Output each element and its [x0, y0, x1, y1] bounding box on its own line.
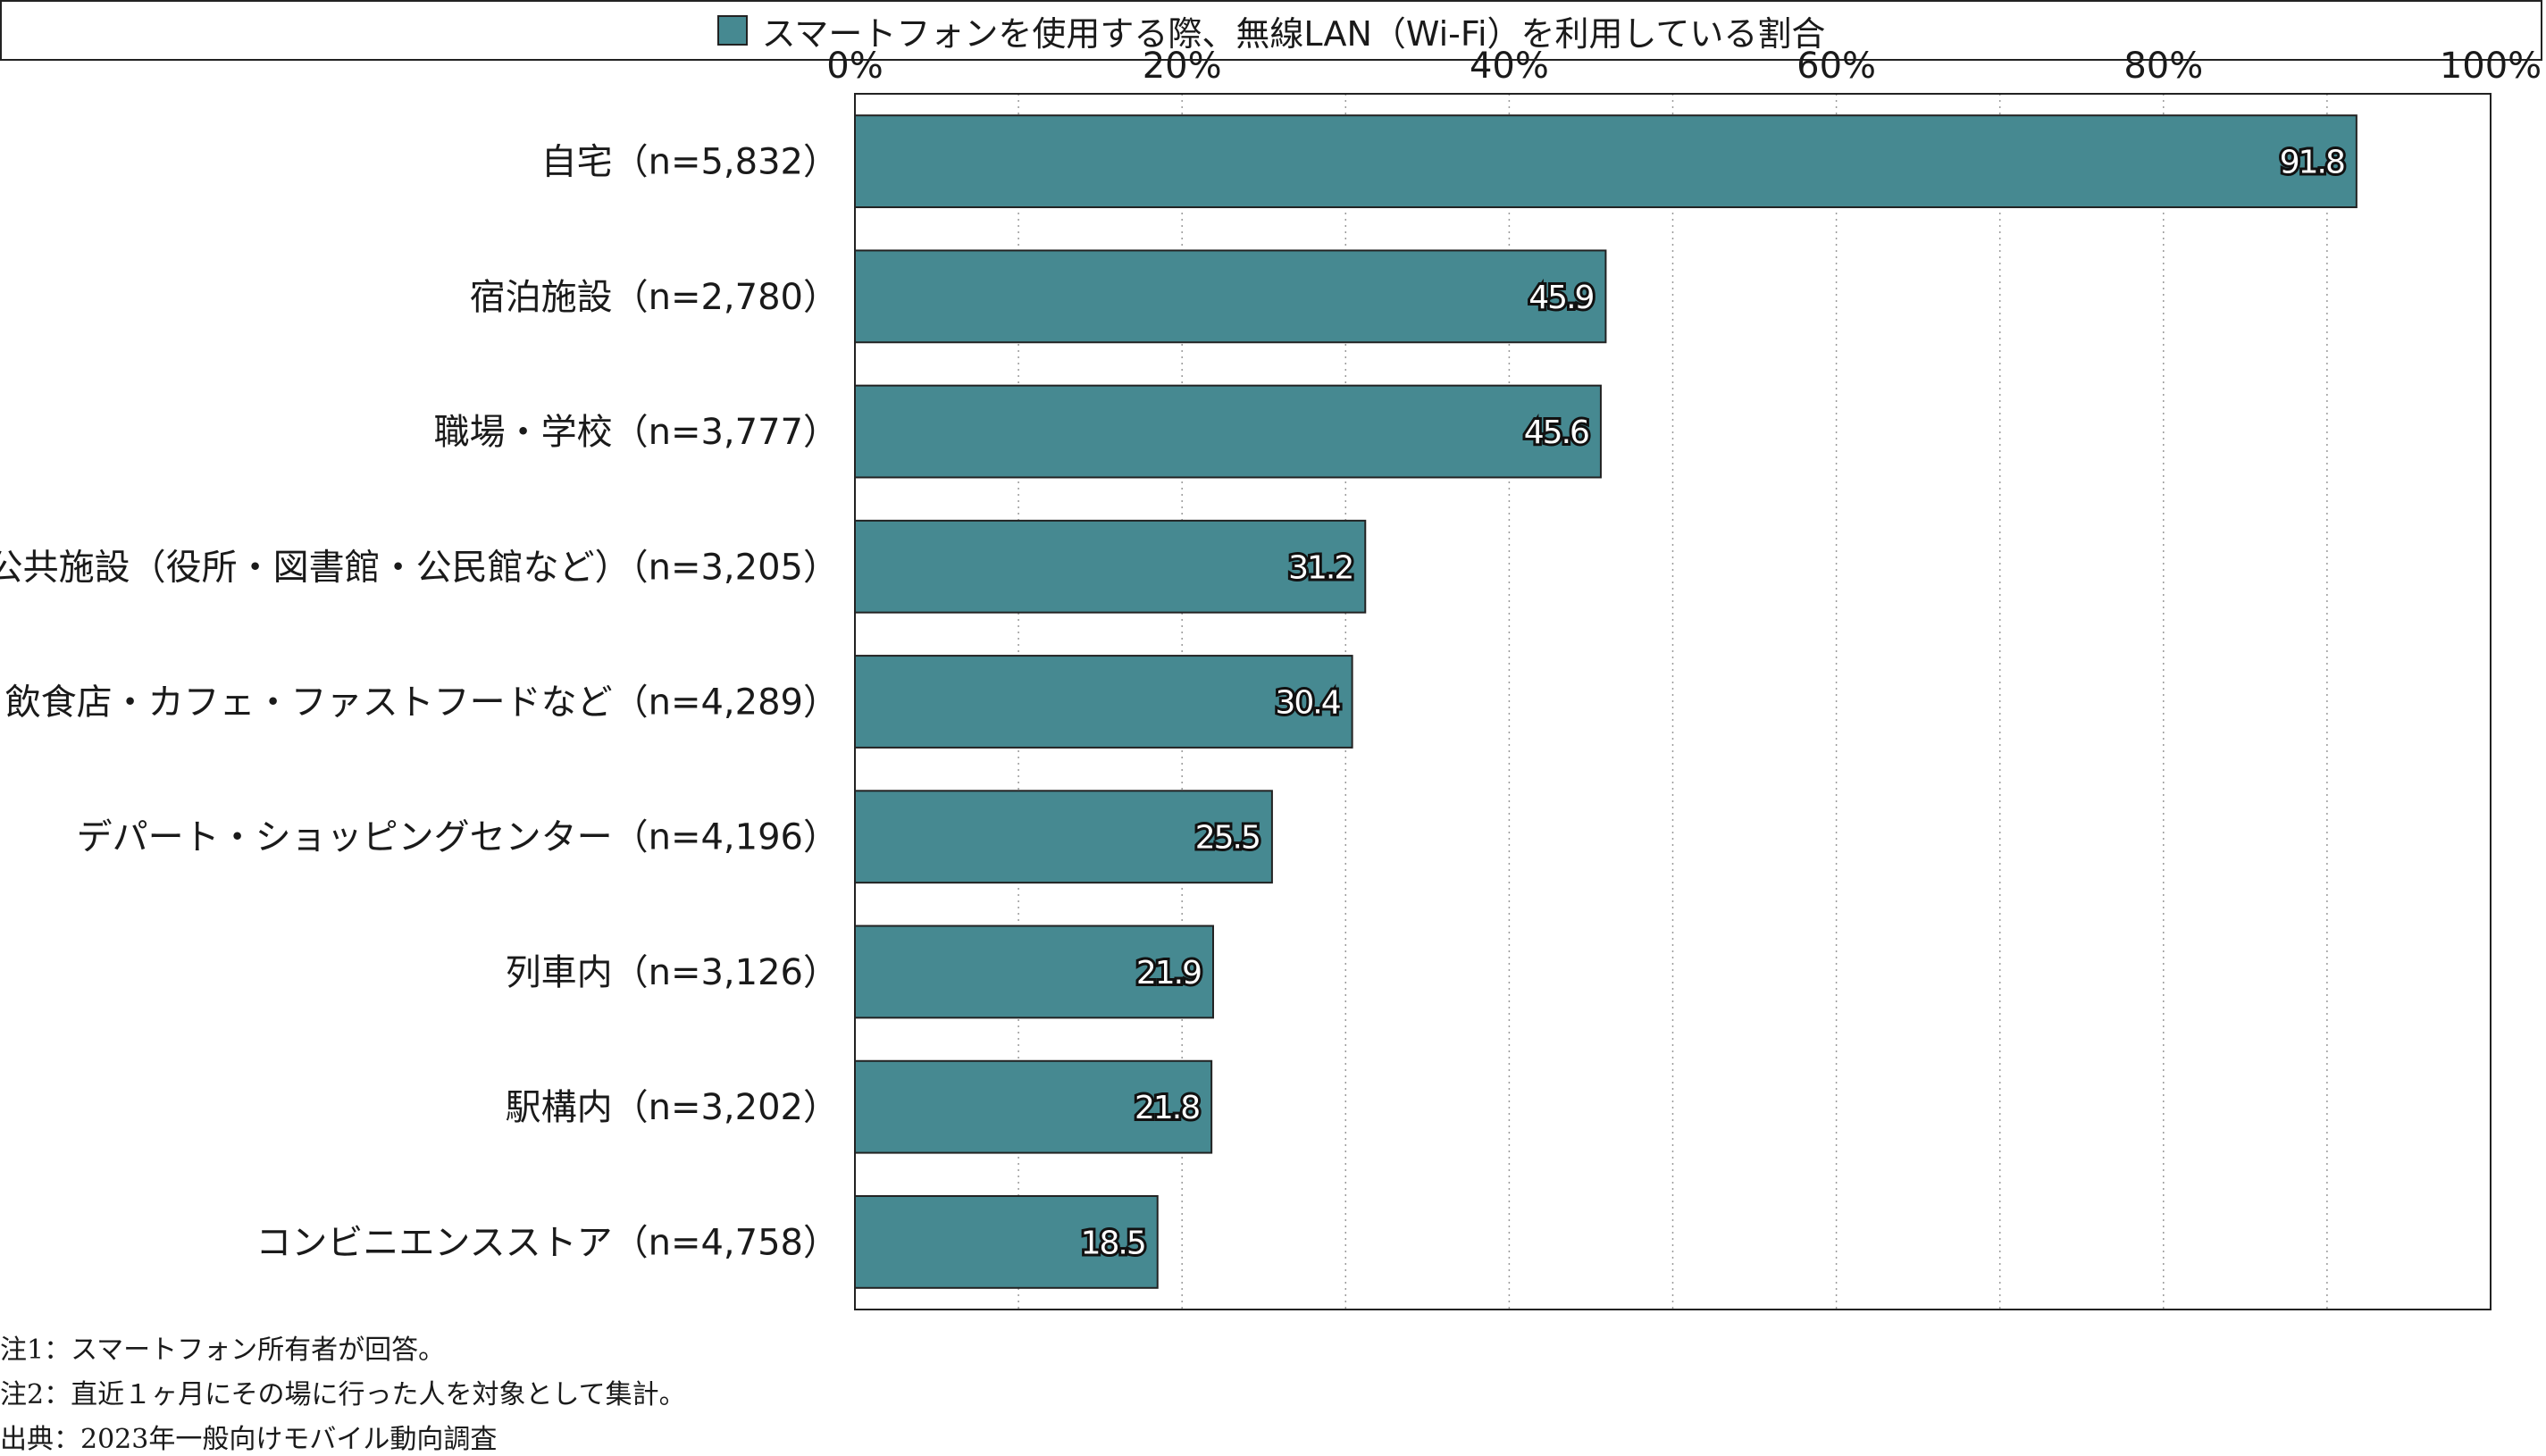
source-note: 出典：2023年一般向けモバイル動向調査: [0, 1424, 498, 1455]
legend-swatch: [716, 15, 748, 46]
x-tick-label: 100%: [2440, 46, 2542, 87]
bar: [854, 384, 1602, 479]
bar-value-label: 45.9: [1528, 280, 1593, 316]
bar: [854, 925, 1214, 1019]
category-label: 職場・学校（n=3,777）: [434, 412, 839, 453]
bar-value-label: 30.4: [1275, 685, 1339, 722]
bar: [854, 519, 1367, 614]
bar: [854, 1194, 1159, 1289]
category-label: コンビニエンスストア（n=4,758）: [255, 1222, 839, 1263]
bar-value-label: 18.5: [1081, 1225, 1145, 1261]
bar: [854, 655, 1353, 749]
x-tick-label: 60%: [1796, 46, 1876, 87]
note-1: 注1：スマートフォン所有者が回答。: [0, 1335, 446, 1366]
bar-value-label: 31.2: [1288, 549, 1353, 586]
category-label: 駅構内（n=3,202）: [506, 1087, 839, 1128]
category-label: 宿泊施設（n=2,780）: [470, 277, 839, 318]
bar: [854, 114, 2358, 209]
bar-value-label: 45.6: [1524, 414, 1588, 451]
note-2: 注2：直近１ヶ月にその場に行った人を対象として集計。: [0, 1379, 686, 1410]
category-label: 飲食店・カフェ・ファストフードなど（n=4,289）: [5, 682, 839, 724]
legend-label: スマートフォンを使用する際、無線LAN（Wi-Fi）を利用している割合: [761, 13, 1826, 54]
category-label: 自宅（n=5,832）: [541, 142, 839, 183]
bar-value-label: 25.5: [1195, 820, 1260, 857]
category-label: 列車内（n=3,126）: [506, 952, 839, 993]
bar-value-label: 21.9: [1136, 955, 1201, 992]
bar: [854, 790, 1273, 884]
chart-legend: スマートフォンを使用する際、無線LAN（Wi-Fi）を利用している割合: [0, 0, 2542, 61]
x-tick-label: 40%: [1470, 46, 1549, 87]
bar: [854, 1059, 1213, 1154]
category-label: デパート・ショッピングセンター（n=4,196）: [77, 817, 839, 858]
bar-value-label: 91.8: [2280, 145, 2344, 181]
x-tick-label: 80%: [2123, 46, 2203, 87]
x-tick-label: 20%: [1143, 46, 1222, 87]
category-label: 公共施設（役所・図書館・公民館など）（n=3,205）: [0, 547, 839, 588]
x-tick-label: 0%: [826, 46, 883, 87]
bar: [854, 249, 1607, 344]
bar-value-label: 21.8: [1135, 1090, 1199, 1126]
